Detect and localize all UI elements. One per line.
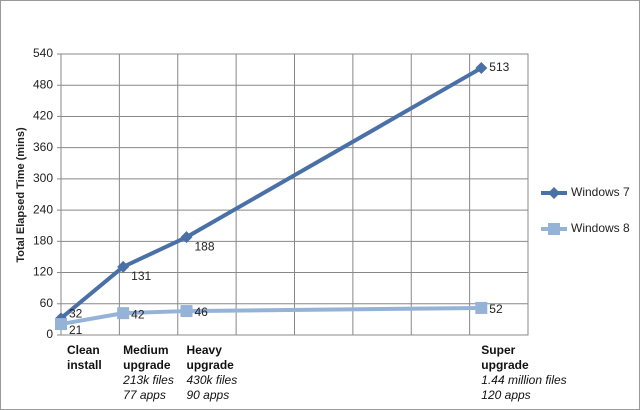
y-tick-label: 300 (33, 171, 53, 185)
marker (548, 223, 560, 235)
y-tick-label: 480 (33, 77, 53, 91)
category-name: Medium upgrade (123, 343, 171, 372)
data-label: 131 (131, 269, 151, 283)
category-label: Super upgrade 1.44 million files 120 apps (481, 343, 591, 403)
marker (117, 260, 130, 273)
category-name: Clean install (67, 343, 102, 372)
y-axis-title: Total Elapsed Time (mins) (15, 127, 27, 263)
category-detail: 430k files (186, 373, 238, 387)
series-line (60, 305, 482, 327)
marker (55, 318, 67, 331)
data-label: 52 (489, 302, 503, 316)
category-detail: 1.44 million files (481, 373, 567, 387)
category-detail: 120 apps (481, 388, 531, 402)
marker (548, 187, 560, 199)
category-detail: 77 apps (123, 388, 166, 402)
category-detail: 213k files (123, 373, 174, 387)
category-name: Super upgrade (481, 343, 529, 372)
category-label: Clean install (67, 343, 177, 373)
data-label: 188 (195, 239, 215, 253)
y-tick-label: 120 (33, 265, 53, 279)
y-tick-label: 60 (40, 296, 54, 310)
category-detail: 90 apps (186, 388, 230, 402)
marker (180, 305, 193, 318)
data-label: 513 (489, 60, 509, 74)
category-name: Heavy upgrade (186, 343, 234, 372)
marker (475, 301, 488, 314)
category-label: Medium upgrade 213k files 77 apps (123, 343, 233, 403)
y-tick-label: 0 (46, 327, 53, 341)
category-label: Heavy upgrade 430k files 90 apps (187, 343, 297, 403)
y-tick-label: 180 (33, 234, 53, 248)
data-label: 46 (195, 305, 209, 319)
series-line (59, 66, 483, 320)
y-tick-label: 420 (33, 109, 53, 123)
marker (180, 231, 193, 244)
legend-label: Windows 8 (571, 221, 630, 235)
y-tick-label: 540 (33, 46, 53, 60)
data-label: 42 (131, 307, 145, 321)
data-label: 21 (69, 323, 83, 337)
y-tick-label: 360 (33, 140, 53, 154)
y-tick-label: 240 (33, 202, 53, 216)
legend-label: Windows 7 (571, 185, 630, 199)
marker (475, 62, 488, 75)
data-label: 32 (69, 307, 83, 321)
marker (117, 307, 130, 320)
